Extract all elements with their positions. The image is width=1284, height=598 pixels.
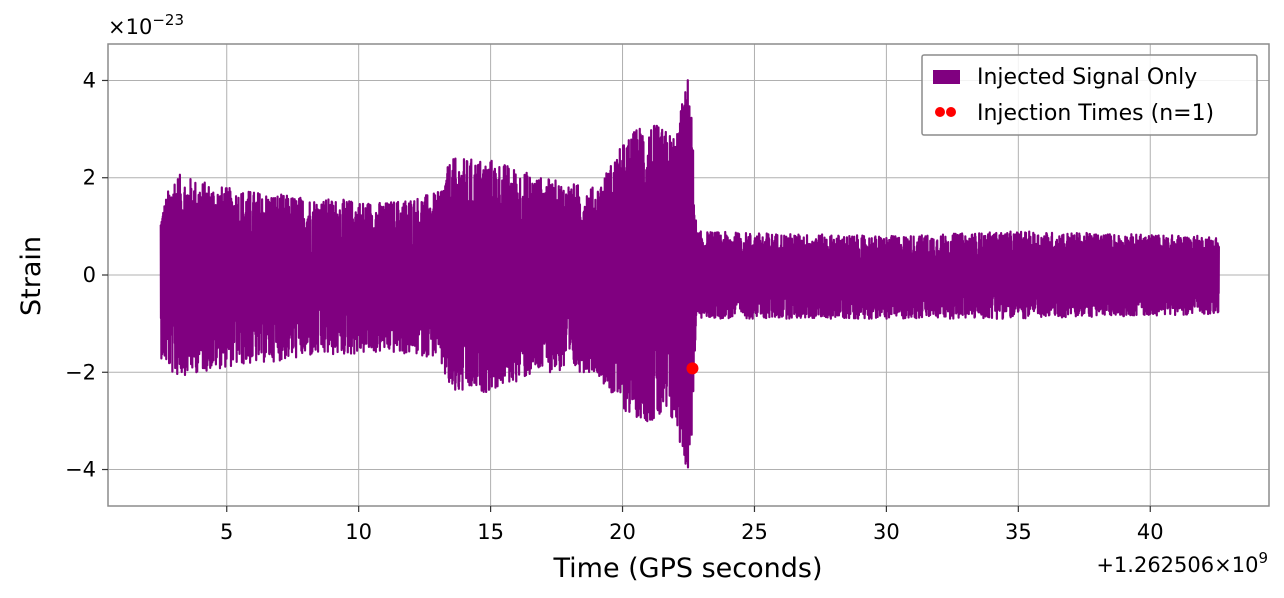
points-layer [686,362,699,375]
x-offset-base: +1.262506×10 [1096,553,1258,577]
series-injected-signal-line [159,79,1220,469]
legend-marker-injection-a [935,107,945,117]
y-scale-exponent: −23 [152,11,184,29]
x-tick-label: 5 [220,520,233,544]
y-tick-label: −4 [65,458,96,482]
x-tick-label: 20 [609,520,636,544]
x-axis-ticks: 5 10 15 20 25 30 35 40 [220,506,1164,544]
y-tick-label: 0 [83,263,96,287]
x-tick-label: 40 [1137,520,1164,544]
y-axis-label: Strain [16,236,47,316]
y-tick-label: 4 [83,68,96,92]
y-scale-base: ×10 [108,15,152,39]
legend-label-injection: Injection Times (n=1) [977,101,1214,126]
y-axis-ticks: −4 −2 0 2 4 [65,68,108,482]
legend-swatch-signal [933,70,960,84]
injection-time-point [686,362,699,375]
y-scale-label: ×10−23 [108,11,184,39]
y-tick-label: 2 [83,166,96,190]
plot-area [159,79,1220,469]
series-layer [159,79,1220,469]
x-tick-label: 35 [1005,520,1032,544]
legend-label-signal: Injected Signal Only [977,65,1197,90]
x-tick-label: 25 [741,520,768,544]
legend: Injected Signal Only Injection Times (n=… [921,54,1258,136]
x-offset-exponent: 9 [1258,549,1268,567]
x-tick-label: 30 [873,520,900,544]
x-axis-label: Time (GPS seconds) [552,553,822,584]
x-tick-label: 15 [477,520,504,544]
x-offset-label: +1.262506×109 [1096,549,1268,577]
x-tick-label: 10 [345,520,372,544]
y-tick-label: −2 [65,360,96,384]
legend-marker-injection-b [946,107,956,117]
legend-box [921,54,1258,136]
